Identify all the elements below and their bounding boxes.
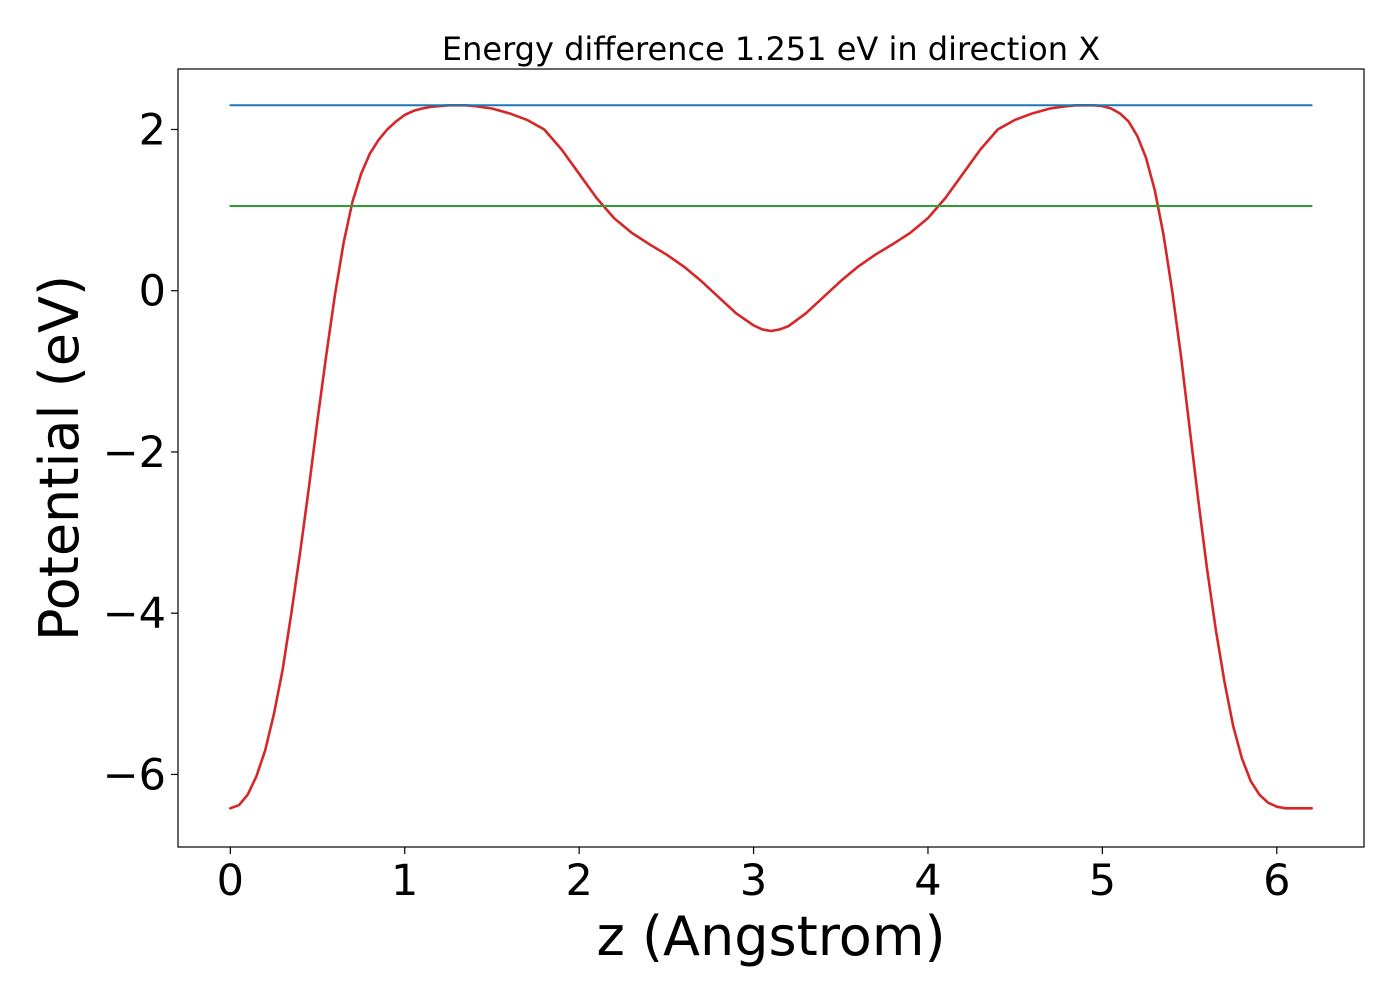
x-axis-label: z (Angstrom): [596, 905, 945, 968]
y-tick-label: −6: [103, 750, 166, 800]
y-axis-label: Potential (eV): [28, 275, 91, 641]
x-tick-label: 1: [391, 856, 418, 906]
series-line-0: [229, 103, 1313, 810]
plot-lines: [229, 103, 1313, 810]
x-tick-label: 4: [914, 856, 941, 906]
x-tick-label: 0: [217, 856, 244, 906]
x-axis-ticks: 0 1 2 3 4 5 6: [217, 847, 1290, 906]
y-axis-ticks: −6 −4 −2 0 2: [103, 105, 178, 800]
y-tick-label: −4: [103, 589, 166, 639]
y-tick-label: 0: [139, 267, 166, 317]
plot-area-frame: [177, 68, 1365, 848]
y-tick-label: −2: [103, 428, 166, 478]
x-tick-label: 6: [1263, 856, 1290, 906]
x-tick-label: 3: [740, 856, 767, 906]
y-tick-label: 2: [139, 105, 166, 155]
chart-title: Energy difference 1.251 eV in direction …: [442, 30, 1100, 68]
x-tick-label: 5: [1089, 856, 1116, 906]
x-tick-label: 2: [565, 856, 592, 906]
